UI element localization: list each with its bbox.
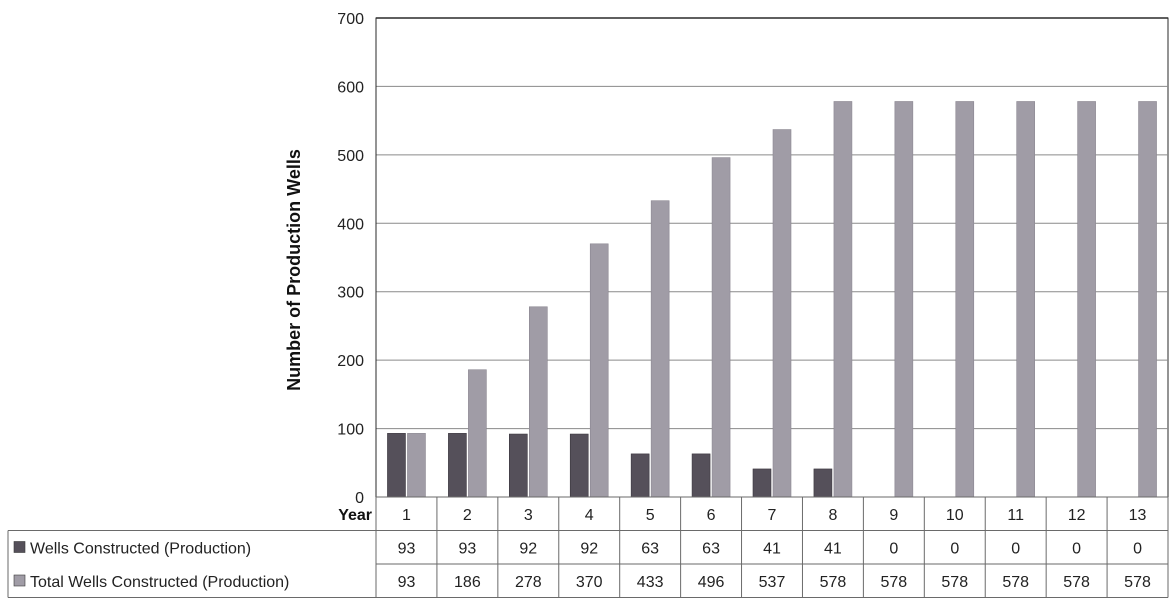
legend-key <box>13 541 26 553</box>
bar-wells-constructed <box>569 433 589 498</box>
x-tick-label: 9 <box>889 507 898 524</box>
data-table-cell: 63 <box>641 541 659 558</box>
x-tick-label: 6 <box>707 507 716 524</box>
x-tick-label: 11 <box>1007 507 1024 524</box>
y-tick-label: 400 <box>337 216 364 233</box>
x-tick-label: 1 <box>402 507 411 524</box>
bar-wells-constructed <box>387 433 406 498</box>
x-tick-label: 8 <box>828 507 837 524</box>
y-axis: 0 100 200 300 400 500 600 700 <box>337 11 377 507</box>
data-table-cell: 537 <box>759 574 786 591</box>
bar-total-wells-constructed <box>1016 101 1035 498</box>
x-tick-label: 2 <box>463 507 472 524</box>
y-axis-label: Number of Production Wells <box>284 149 304 391</box>
data-table-cell: 496 <box>698 574 725 591</box>
data-table-cell: 578 <box>1002 574 1029 591</box>
data-table-cell: 578 <box>941 574 968 591</box>
data-table-cell: 41 <box>824 541 842 558</box>
bar-wells-constructed <box>509 433 528 498</box>
data-table-cell: 93 <box>458 541 476 558</box>
plot-area <box>375 17 1169 498</box>
legend-entry: Wells Constructed (Production) <box>30 541 251 558</box>
x-tick-label: 5 <box>646 507 655 524</box>
bar-total-wells-constructed <box>772 129 792 498</box>
legend-entry: Total Wells Constructed (Production) <box>30 574 289 591</box>
bar-total-wells-constructed <box>650 200 670 498</box>
x-axis-label: Year <box>338 507 372 524</box>
bars <box>387 101 1157 498</box>
data-table-cell: 0 <box>889 541 898 558</box>
data-table-cell: 578 <box>1063 574 1090 591</box>
bar-wells-constructed <box>752 468 772 498</box>
y-tick-label: 0 <box>355 490 364 507</box>
bar-total-wells-constructed <box>955 101 975 498</box>
data-table-cell: 278 <box>515 574 542 591</box>
data-table-cell: 0 <box>1133 541 1142 558</box>
y-tick-label: 500 <box>337 148 364 165</box>
data-table-cell: 93 <box>398 541 416 558</box>
bar-wells-constructed <box>448 433 467 498</box>
bar-wells-constructed <box>630 453 650 498</box>
bar-total-wells-constructed <box>711 157 731 498</box>
y-tick-label: 600 <box>337 79 364 96</box>
data-table-cell: 92 <box>580 541 598 558</box>
bar-total-wells-constructed <box>407 433 426 498</box>
data-table-cell: 578 <box>1124 574 1151 591</box>
data-table-cell: 370 <box>576 574 603 591</box>
data-table-cell: 186 <box>454 574 481 591</box>
bar-total-wells-constructed <box>589 243 609 498</box>
plot-border <box>375 17 1169 498</box>
bar-wells-constructed <box>691 453 711 498</box>
data-table-cell: 0 <box>1072 541 1081 558</box>
x-tick-label: 7 <box>768 507 777 524</box>
bar-total-wells-constructed <box>468 369 487 498</box>
x-tick-label: 12 <box>1068 507 1086 524</box>
data-table-cell: 0 <box>1011 541 1020 558</box>
data-table-cell: 92 <box>519 541 537 558</box>
y-tick-label: 200 <box>337 353 364 370</box>
data-table-cell: 41 <box>763 541 781 558</box>
data-table-cell: 578 <box>820 574 847 591</box>
y-tick-label: 700 <box>337 11 364 28</box>
y-tick-label: 300 <box>337 285 364 302</box>
data-table-cell: 63 <box>702 541 720 558</box>
bar-total-wells-constructed <box>894 101 914 498</box>
bar-total-wells-constructed <box>1077 101 1096 498</box>
bar-total-wells-constructed <box>833 101 853 498</box>
x-tick-label: 3 <box>524 507 533 524</box>
data-table-cell: 433 <box>637 574 664 591</box>
x-tick-label: 4 <box>585 507 594 524</box>
data-table-cell: 578 <box>880 574 907 591</box>
x-tick-label: 13 <box>1129 507 1147 524</box>
bar-total-wells-constructed <box>1138 101 1157 498</box>
bar-wells-constructed <box>813 468 833 498</box>
y-tick-label: 100 <box>337 422 364 439</box>
x-tick-label: 10 <box>946 507 964 524</box>
data-table-cell: 0 <box>950 541 959 558</box>
bar-total-wells-constructed <box>529 306 548 498</box>
data-table-cell: 93 <box>398 574 416 591</box>
legend-key <box>13 574 26 587</box>
